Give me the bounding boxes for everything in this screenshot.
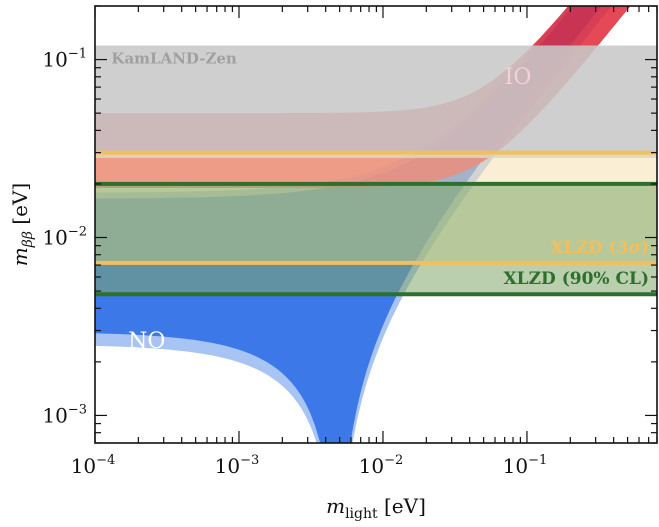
plot-area [95,6,657,443]
x-axis-label-sub: light [345,506,378,522]
plot-frame [94,5,658,444]
y-tick-label: 10−2 [42,225,87,250]
axis-tick-labels: 10−4 10−3 10−2 10−1 10−3 10−2 10−1 [42,47,547,478]
xlzd-3sigma-label-close: ) [641,238,649,258]
y-tick-label: 10−3 [42,402,87,427]
x-axis-label-symbol: m [326,494,345,518]
y-axis-label: mββ [eV] [8,183,36,266]
y-axis-label-symbol: m [8,247,32,266]
x-tick-label: 10−3 [215,453,260,478]
x-tick-label: 10−4 [71,453,116,478]
no-label: NO [128,329,165,354]
x-axis-label: mlight [eV] [326,494,426,522]
io-label: IO [505,65,532,90]
kamland-zen-band [95,45,657,158]
kamland-zen-label: KamLAND-Zen [111,50,237,68]
x-tick-label: 10−1 [503,453,548,478]
x-axis-label-unit: [eV] [378,494,426,518]
xlzd-90cl-band [95,183,657,295]
xlzd-3sigma-label-main: XLZD (3 [550,238,628,258]
y-axis-label-unit: [eV] [8,183,32,231]
xlzd-90cl-label: XLZD (90% CL) [503,269,649,289]
xlzd-3sigma-label: XLZD (3σ) [550,238,649,258]
xlzd-3sigma-label-sigma: σ [628,238,641,258]
y-axis-label-sub: ββ [20,231,36,248]
x-tick-label: 10−2 [359,453,404,478]
y-tick-label: 10−1 [42,47,87,72]
axis-ticks [94,5,658,444]
